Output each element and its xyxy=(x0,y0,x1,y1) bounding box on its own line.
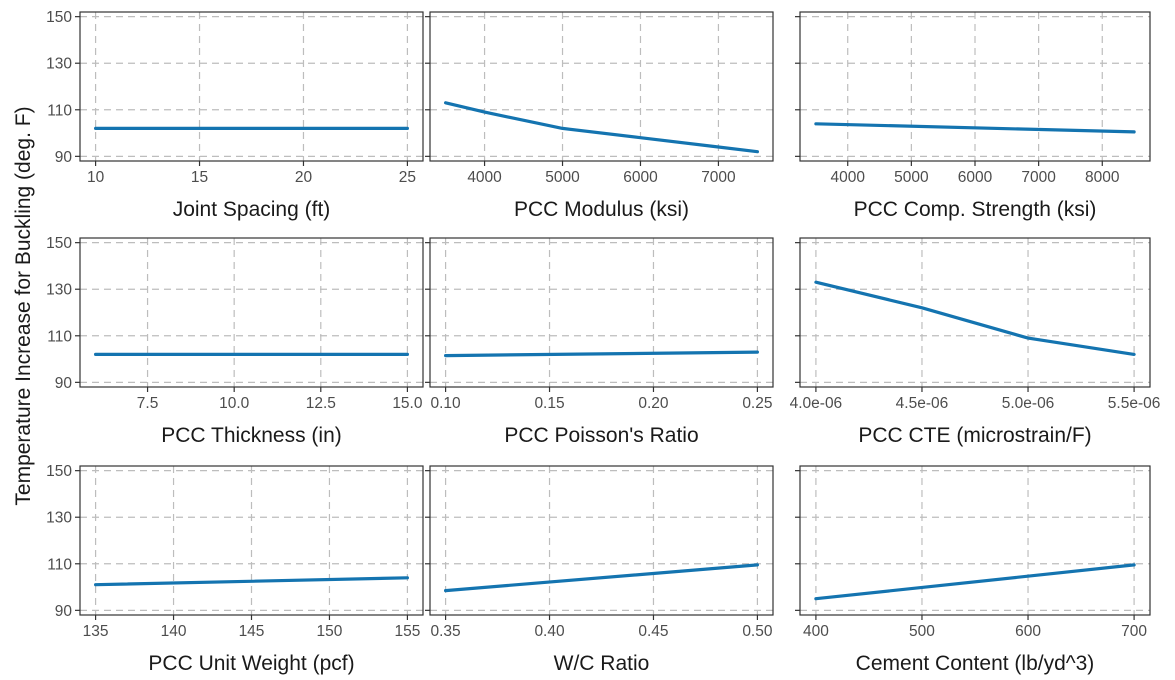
x-axis-label: PCC CTE (microstrain/F) xyxy=(858,424,1091,447)
x-tick-label: 4000 xyxy=(467,169,502,186)
y-tick-label: 130 xyxy=(46,56,72,73)
x-tick-label: 0.10 xyxy=(431,395,462,412)
y-tick-label: 150 xyxy=(46,235,72,252)
panel-border xyxy=(799,237,1151,388)
x-axis-label: PCC Thickness (in) xyxy=(161,424,342,447)
x-tick-label: 500 xyxy=(909,623,935,640)
x-tick-label: 140 xyxy=(161,623,187,640)
x-tick-label: 0.40 xyxy=(534,623,565,640)
x-tick-label: 15 xyxy=(191,169,208,186)
panel-border xyxy=(79,11,424,162)
series-line xyxy=(93,576,409,587)
x-tick-label: 4000 xyxy=(830,169,865,186)
panel-1: 10 15 20 25 90 110 130 150 Joint Spacing (ft) xyxy=(46,9,424,221)
series-line xyxy=(444,563,760,593)
x-axis-label: Joint Spacing (ft) xyxy=(173,198,331,221)
x-tick-label: 0.45 xyxy=(638,623,668,640)
y-tick-label: 90 xyxy=(55,375,73,392)
y-axis-label: Temperature Increase for Buckling (deg. … xyxy=(12,106,35,505)
panel-border xyxy=(429,237,774,388)
x-tick-label: 400 xyxy=(803,623,829,640)
series-line xyxy=(814,280,1136,356)
x-tick-label: 5000 xyxy=(894,169,929,186)
y-tick-label: 110 xyxy=(47,328,72,345)
x-tick-label: 20 xyxy=(295,169,313,186)
x-tick-label: 4.5e-06 xyxy=(896,395,949,412)
panel-border xyxy=(429,11,774,162)
x-tick-label: 4.0e-06 xyxy=(790,395,843,412)
series-line xyxy=(814,563,1136,601)
x-tick-label: 135 xyxy=(83,623,109,640)
x-tick-label: 150 xyxy=(317,623,343,640)
panel-border xyxy=(429,465,774,616)
x-tick-label: 7000 xyxy=(1021,169,1056,186)
y-tick-label: 110 xyxy=(47,556,72,573)
x-tick-label: 10.0 xyxy=(219,395,250,412)
series-line xyxy=(444,350,760,358)
x-tick-label: 0.15 xyxy=(534,395,564,412)
x-tick-label: 15.0 xyxy=(392,395,423,412)
x-tick-label: 6000 xyxy=(623,169,658,186)
panel-2: 4000 5000 6000 7000 PCC Modulus (ksi) xyxy=(425,11,774,221)
x-tick-label: 0.50 xyxy=(742,623,773,640)
x-tick-label: 155 xyxy=(394,623,420,640)
x-tick-label: 5.0e-06 xyxy=(1002,395,1055,412)
x-axis-label: W/C Ratio xyxy=(554,652,650,675)
x-tick-label: 600 xyxy=(1015,623,1041,640)
x-tick-label: 6000 xyxy=(958,169,993,186)
panel-5: 0.10 0.15 0.20 0.25 PCC Poisson's Ratio xyxy=(425,237,774,447)
panel-3: 4000 5000 6000 7000 8000 PCC Comp. Strength (… xyxy=(795,11,1151,221)
x-tick-label: 25 xyxy=(399,169,416,186)
x-tick-label: 5.5e-06 xyxy=(1108,395,1161,412)
x-tick-label: 700 xyxy=(1121,623,1147,640)
x-tick-label: 0.25 xyxy=(742,395,772,412)
panel-7: 135 140 145 150 155 90 110 130 150 PCC Unit Weigh… xyxy=(46,463,424,675)
panel-border xyxy=(799,465,1151,616)
y-tick-label: 150 xyxy=(46,9,72,26)
y-tick-label: 90 xyxy=(55,603,73,620)
x-tick-label: 8000 xyxy=(1085,169,1120,186)
x-axis-label: Cement Content (lb/yd^3) xyxy=(856,652,1095,675)
x-tick-label: 145 xyxy=(239,623,265,640)
panel-grid: 10 15 20 25 90 110 130 150 Joint Spacing (ft) 400… xyxy=(46,9,1160,675)
y-tick-label: 110 xyxy=(47,102,72,119)
x-axis-label: PCC Unit Weight (pcf) xyxy=(148,652,354,675)
y-tick-label: 90 xyxy=(55,149,73,166)
y-tick-label: 150 xyxy=(46,463,72,480)
x-axis-label: PCC Modulus (ksi) xyxy=(514,198,689,221)
x-tick-label: 0.20 xyxy=(638,395,669,412)
panel-4: 7.5 10.0 12.5 15.0 90 110 130 150 PCC Thickness … xyxy=(46,235,424,447)
panel-8: 0.35 0.40 0.45 0.50 W/C Ratio xyxy=(425,465,774,675)
panel-border xyxy=(79,237,424,388)
x-tick-label: 7.5 xyxy=(137,395,159,412)
x-tick-label: 5000 xyxy=(545,169,580,186)
x-tick-label: 7000 xyxy=(701,169,736,186)
x-axis-label: PCC Comp. Strength (ksi) xyxy=(854,198,1097,221)
x-tick-label: 0.35 xyxy=(431,623,461,640)
panel-9: 400 500 600 700 Cement Content (lb/yd^3) xyxy=(795,465,1151,675)
series-line xyxy=(814,122,1136,134)
series-line xyxy=(444,101,760,154)
x-axis-label: PCC Poisson's Ratio xyxy=(504,424,698,447)
x-tick-label: 10 xyxy=(87,169,105,186)
panel-6: 4.0e-06 4.5e-06 5.0e-06 5.5e-06 PCC CTE (mic… xyxy=(790,237,1161,447)
y-tick-label: 130 xyxy=(46,282,72,299)
x-tick-label: 12.5 xyxy=(306,395,336,412)
y-tick-label: 130 xyxy=(46,510,72,527)
